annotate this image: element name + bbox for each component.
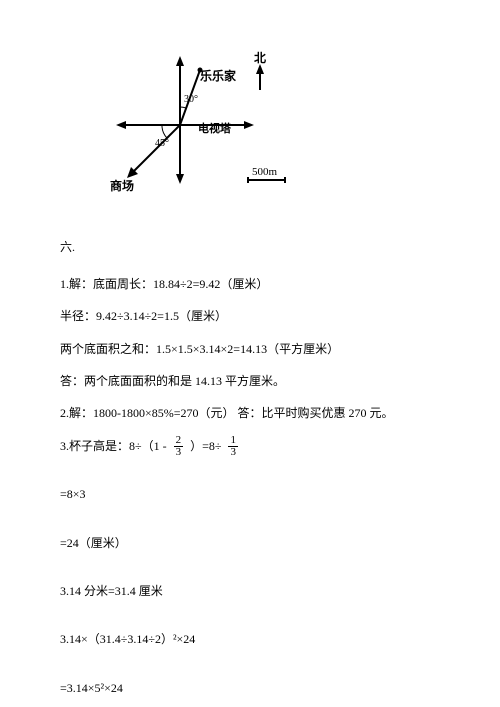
q2-line1: 2.解：1800-1800×85%=270（元） 答：比平时购买优惠 270 元… — [60, 400, 440, 426]
q1-line1: 1.解：底面周长：18.84÷2=9.42（厘米） — [60, 271, 440, 297]
label-angle30: 30° — [184, 94, 198, 105]
q3-line6: =3.14×5²×24 — [60, 675, 440, 701]
section-6-title: 六. — [60, 234, 440, 260]
label-scale: 500m — [252, 166, 278, 178]
fraction-1-3: 1 3 — [228, 435, 238, 458]
q3-line5: 3.14×（31.4÷3.14÷2）²×24 — [60, 626, 440, 652]
q3-line2: =8×3 — [60, 481, 440, 507]
q3-line4: 3.14 分米=31.4 厘米 — [60, 578, 440, 604]
fraction-2-3: 2 3 — [174, 435, 184, 458]
q3-prefix: 3.杯子高是：8÷（1 - — [60, 439, 167, 453]
label-north: 北 — [254, 50, 266, 65]
label-mall: 商场 — [110, 178, 134, 193]
label-tower: 电视塔 — [198, 121, 232, 135]
direction-diagram: 北 乐乐家 电视塔 商场 30° 45° 500m — [100, 50, 440, 209]
q1-line4: 答：两个底面面积的和是 14.13 平方厘米。 — [60, 368, 440, 394]
label-angle45: 45° — [155, 138, 169, 149]
q3-line1: 3.杯子高是：8÷（1 - 2 3 ）=8÷ 1 3 — [60, 433, 440, 459]
q3-mid: ）=8÷ — [190, 439, 221, 453]
q3-line3: =24（厘米） — [60, 530, 440, 556]
label-home: 乐乐家 — [200, 68, 237, 83]
q1-line2: 半径：9.42÷3.14÷2=1.5（厘米） — [60, 303, 440, 329]
frac-den: 3 — [228, 447, 238, 458]
frac-den: 3 — [174, 447, 184, 458]
diagram-svg: 北 乐乐家 电视塔 商场 30° 45° 500m — [100, 50, 310, 200]
q1-line3: 两个底面积之和：1.5×1.5×3.14×2=14.13（平方厘米） — [60, 336, 440, 362]
